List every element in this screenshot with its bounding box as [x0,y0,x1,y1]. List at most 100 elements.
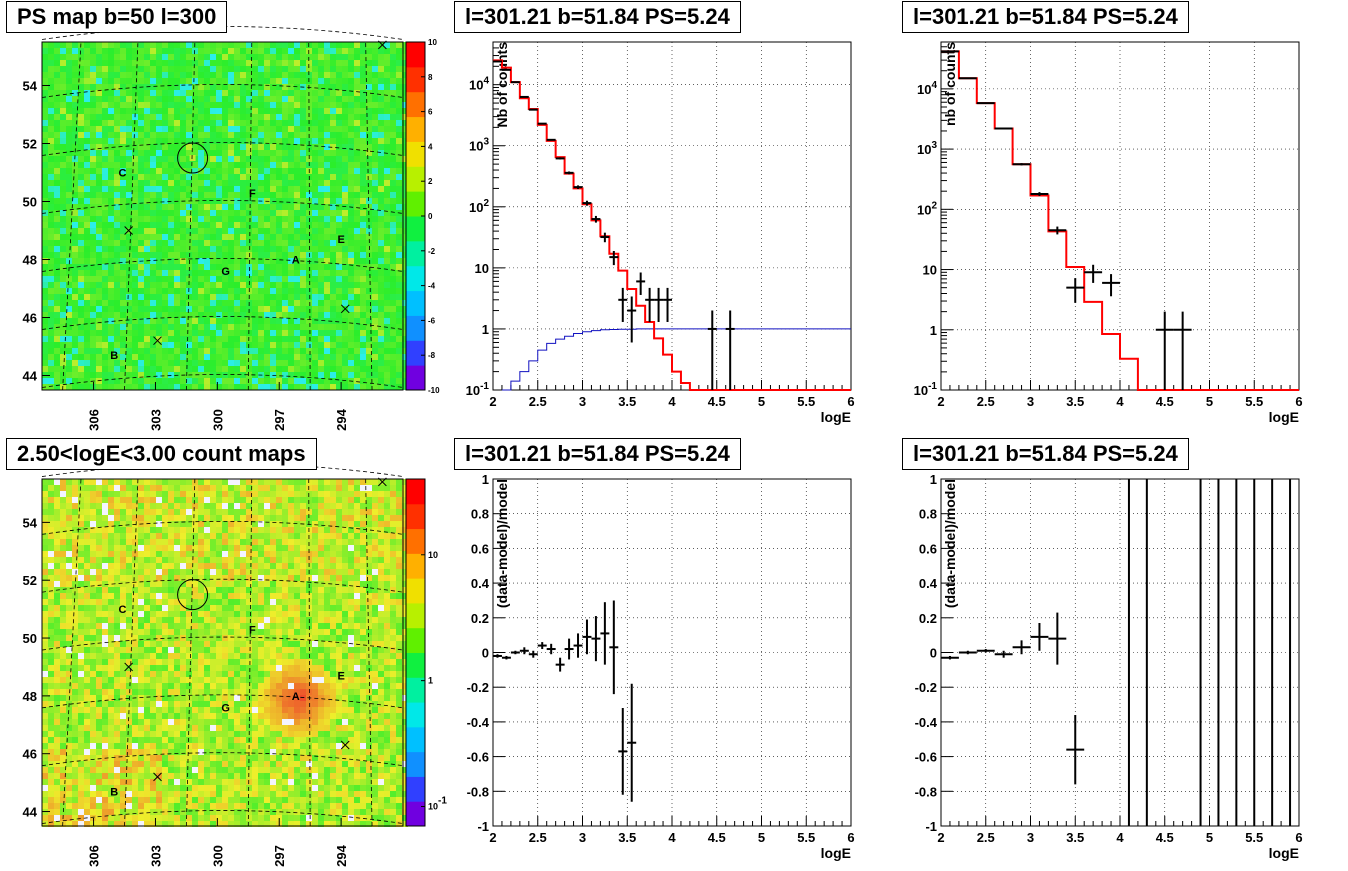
map-pixel [60,797,66,803]
map-pixel [84,575,90,581]
map-pixel [150,198,156,204]
map-pixel [150,144,156,150]
map-pixel [42,174,48,180]
map-pixel [222,294,228,300]
map-pixel [126,611,132,617]
map-pixel [228,342,234,348]
map-pixel [234,264,240,270]
x-tick-label: 2 [937,394,944,409]
map-pixel [252,150,258,156]
map-pixel [48,162,54,168]
map-pixel [216,378,222,384]
map-pixel [264,204,270,210]
map-pixel [258,60,264,66]
map-pixel [90,138,96,144]
map-pixel [132,533,138,539]
map-pixel [372,354,378,360]
map-pixel [54,725,60,731]
map-pixel [126,102,132,108]
map-pixel [96,66,102,72]
map-pixel [354,288,360,294]
map-pixel [252,216,258,222]
map-pixel [342,204,348,210]
map-pixel [294,126,300,132]
map-pixel [102,581,108,587]
map-pixel [234,168,240,174]
map-pixel [324,228,330,234]
map-pixel [138,342,144,348]
map-pixel [48,551,54,557]
map-pixel [102,300,108,306]
map-pixel [222,132,228,138]
map-pixel [336,360,342,366]
map-pixel [102,246,108,252]
map-pixel [336,144,342,150]
map-pixel [156,330,162,336]
map-pixel [186,162,192,168]
map-pixel [258,42,264,48]
map-pixel [390,324,396,330]
map-pixel [228,366,234,372]
map-pixel [120,821,126,827]
map-pixel [144,342,150,348]
map-pixel [318,372,324,378]
map-pixel [372,42,378,48]
map-pixel [210,174,216,180]
map-pixel [114,354,120,360]
map-pixel [96,545,102,551]
map-pixel [42,342,48,348]
map-pixel [66,755,72,761]
map-pixel [42,132,48,138]
map-pixel [162,48,168,54]
map-pixel [72,312,78,318]
map-pixel [396,66,402,72]
map-pixel [270,198,276,204]
map-pixel [78,671,84,677]
map-pixel [228,276,234,282]
map-pixel [162,108,168,114]
map-pixel [324,186,330,192]
colorbar-tick-label: 2 [428,177,433,186]
map-pixel [90,671,96,677]
map-pixel [276,354,282,360]
map-pixel [330,156,336,162]
map-pixel [84,72,90,78]
map-pixel [138,360,144,366]
map-pixel [108,497,114,503]
map-pixel [180,108,186,114]
map-pixel [378,300,384,306]
map-pixel [138,803,144,809]
map-pixel [48,623,54,629]
map-pixel [240,108,246,114]
map-pixel [162,246,168,252]
map-pixel [96,72,102,78]
map-pixel [114,821,120,827]
map-pixel [348,228,354,234]
map-pixel [246,186,252,192]
map-pixel [72,108,78,114]
map-pixel [138,623,144,629]
map-pixel [300,240,306,246]
map-pixel [342,150,348,156]
map-pixel [270,336,276,342]
map-pixel [210,306,216,312]
map-pixel [264,228,270,234]
map-pixel [216,336,222,342]
map-pixel [402,54,408,60]
map-pixel [54,539,60,545]
map-pixel [252,48,258,54]
map-pixel [348,144,354,150]
map-pixel [108,545,114,551]
map-pixel [120,593,126,599]
map-pixel [102,545,108,551]
map-pixel [216,234,222,240]
map-pixel [108,330,114,336]
map-pixel [318,48,324,54]
map-pixel [132,312,138,318]
map-pixel [120,378,126,384]
map-pixel [96,150,102,156]
map-pixel [402,126,408,132]
map-pixel [120,515,126,521]
map-pixel [162,384,168,390]
map-pixel [234,186,240,192]
